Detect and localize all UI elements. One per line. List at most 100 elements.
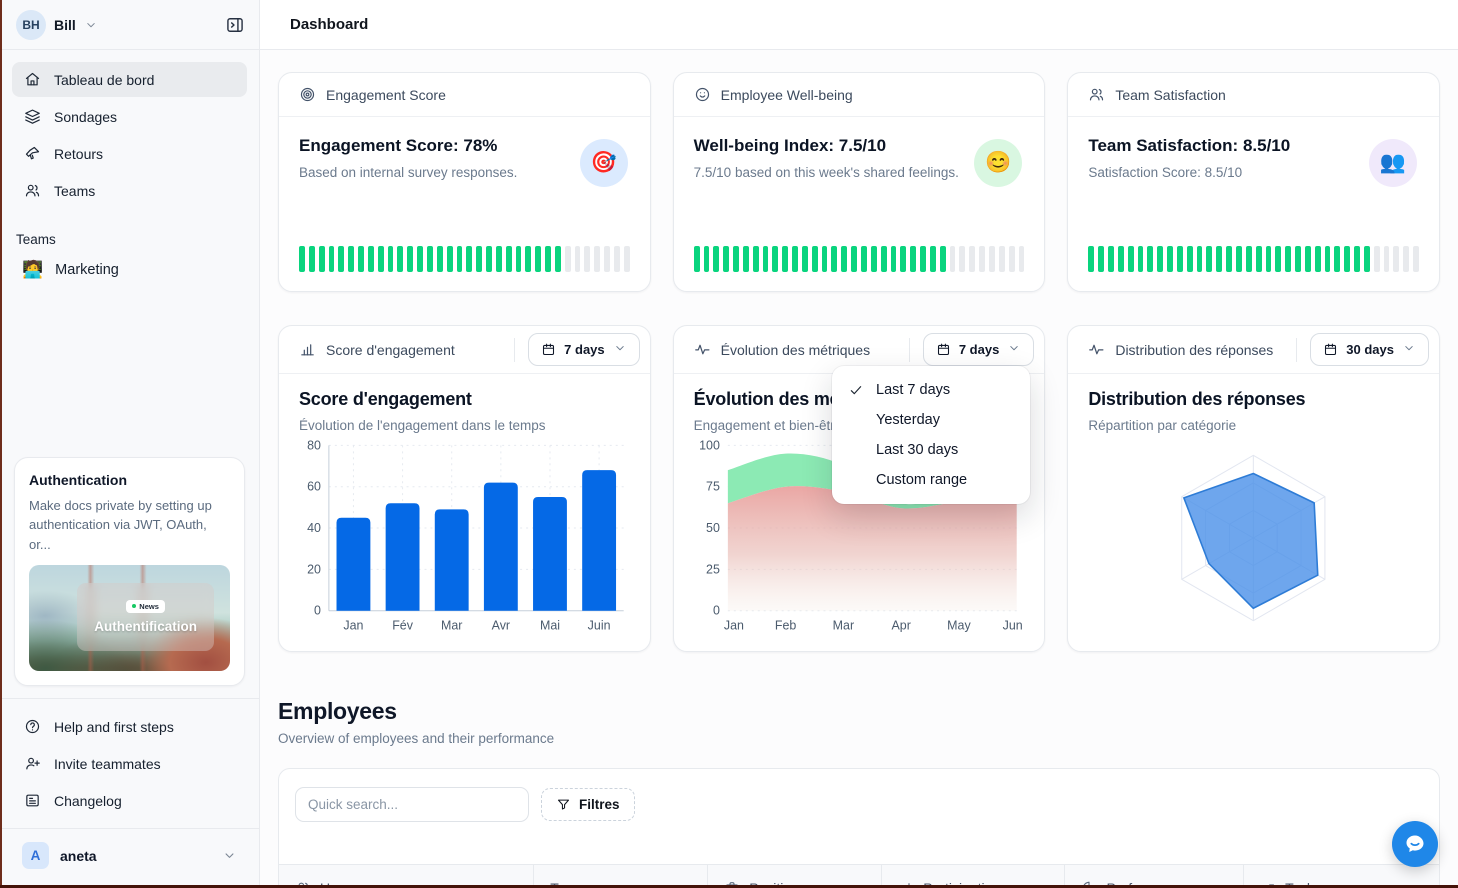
svg-text:Jun: Jun [1002, 619, 1022, 633]
progress-segment [1226, 246, 1232, 272]
sidebar-item-teams[interactable]: Teams [12, 173, 247, 208]
progress-segment [554, 246, 561, 272]
column-header-position[interactable]: Position [708, 865, 883, 888]
stat-emoji-badge: 🎯 [579, 139, 628, 187]
activity-icon [694, 341, 711, 358]
progress-segment [584, 246, 591, 272]
barchart-icon [299, 341, 316, 358]
chat-launcher-button[interactable] [1392, 821, 1438, 867]
calendar-icon [1323, 342, 1338, 357]
filters-button[interactable]: Filtres [541, 788, 635, 821]
progress-segment [338, 246, 345, 272]
date-range-dropdown: Last 7 days Yesterday Last 30 days Custom r… [832, 366, 1030, 504]
smile-icon [694, 86, 711, 103]
svg-text:Fév: Fév [392, 619, 414, 633]
progress-segment [1403, 246, 1410, 272]
activity-icon [1088, 341, 1105, 358]
progress-segment [1255, 246, 1262, 272]
progress-segment [1098, 246, 1105, 272]
progress-segment [377, 246, 384, 272]
sidebar-item-invite-teammates[interactable]: Invite teammates [12, 746, 247, 781]
page-title: Dashboard [290, 16, 369, 33]
progress-segment [407, 246, 414, 272]
stats-row: Engagement Score Engagement Score: 78% Bas… [278, 72, 1440, 292]
progress-segment [821, 246, 828, 272]
progress-segment [614, 246, 620, 272]
sidebar-collapse-button[interactable] [225, 15, 245, 35]
promo-card-authentication[interactable]: Authentication Make docs private by sett… [14, 456, 245, 686]
stat-card-body: Engagement Score: 78% Based on internal s… [279, 117, 650, 289]
column-header-performance[interactable]: Performance [1065, 865, 1245, 888]
menu-item-custom-range[interactable]: Custom range [832, 465, 1030, 495]
progress-segment [792, 246, 798, 272]
menu-item-yesterday[interactable]: Yesterday [832, 405, 1030, 435]
calendar-icon [936, 342, 951, 357]
menu-item-last-30-days[interactable]: Last 30 days [832, 435, 1030, 465]
svg-text:May: May [947, 619, 971, 633]
sidebar-item-sondages[interactable]: Sondages [12, 99, 247, 134]
column-header-participation[interactable]: Participation [882, 865, 1066, 888]
sidebar-item-retours[interactable]: Retours [12, 136, 247, 171]
svg-text:0: 0 [713, 604, 720, 618]
progress-segment [1018, 246, 1025, 272]
content: Engagement Score Engagement Score: 78% Bas… [260, 50, 1458, 888]
stat-card-header: Engagement Score [279, 73, 650, 117]
chart-card-score-d-engagement: Score d'engagement 7 days Score d'engageme… [278, 325, 651, 652]
avatar: BH [16, 9, 46, 40]
sidebar-item-tableau-de-bord[interactable]: Tableau de bord [12, 62, 247, 97]
megaphone-icon [24, 145, 41, 162]
menu-item-label: Custom range [876, 472, 968, 488]
chart-title: Distribution des réponses [1088, 389, 1306, 409]
chart-bar: 0 20 40 60 80 Jan Fév Mar Avr Mai Juin [307, 438, 624, 633]
chart-radar [1181, 454, 1326, 622]
progress-segment [1334, 246, 1341, 272]
sidebar-item-help-and-first-steps[interactable]: Help and first steps [12, 709, 247, 744]
progress-segment [1393, 246, 1400, 272]
progress-segment [594, 246, 601, 272]
progress-segment [1413, 246, 1420, 272]
org-switcher[interactable]: A aneta [12, 835, 247, 876]
progress-segment [348, 246, 355, 272]
progress-segment [988, 246, 995, 272]
progress-segment [1137, 246, 1144, 272]
menu-item-last-7-days[interactable]: Last 7 days [832, 375, 1030, 405]
progress-segment [1275, 246, 1282, 272]
divider [1296, 337, 1298, 362]
search-input[interactable] [295, 787, 529, 822]
progress-segment [1363, 246, 1370, 272]
column-header-user[interactable]: User [279, 865, 535, 888]
menu-item-label: Last 30 days [876, 442, 959, 458]
sidebar-item-label: Changelog [54, 792, 122, 809]
date-range-button[interactable]: 30 days [1310, 333, 1429, 366]
briefcase-icon [724, 880, 740, 888]
date-range-button[interactable]: 7 days [922, 333, 1035, 366]
svg-text:Mar: Mar [832, 619, 853, 633]
date-range-button[interactable]: 7 days [528, 333, 640, 366]
progress-segment [367, 246, 374, 272]
progress-segment [1127, 246, 1134, 272]
target-icon [299, 86, 316, 103]
news-icon [24, 792, 41, 809]
progress-segment [949, 246, 956, 272]
progress-segment [1383, 246, 1390, 272]
progress-segment [811, 246, 818, 272]
sidebar-item-marketing[interactable]: 🧑‍💻 Marketing [12, 253, 247, 286]
sidebar-item-changelog[interactable]: Changelog [12, 783, 247, 818]
progress-segment [880, 246, 887, 272]
progress-segment [436, 246, 443, 272]
divider [908, 337, 910, 362]
column-header-team[interactable]: Team [534, 865, 709, 888]
technologist-emoji-icon: 🧑‍💻 [22, 260, 44, 279]
progress-segment [1167, 246, 1173, 272]
menu-item-label: Last 7 days [876, 382, 951, 398]
sidebar-user-row[interactable]: BH Bill [0, 0, 259, 50]
sidebar-footer: Help and first steps Invite teammates Chan… [0, 698, 259, 822]
column-header-tasks[interactable]: Tasks [1244, 865, 1439, 888]
progress-segment [900, 246, 907, 272]
stat-card-team-satisfaction: Team Satisfaction Team Satisfaction: 8.5/… [1067, 72, 1440, 292]
divider [514, 337, 516, 362]
table-header-row: User Team Position Participation Performance… [279, 864, 1439, 888]
progress-segment [328, 246, 335, 272]
progress-segment [1088, 246, 1095, 272]
team-item-label: Marketing [55, 261, 119, 278]
